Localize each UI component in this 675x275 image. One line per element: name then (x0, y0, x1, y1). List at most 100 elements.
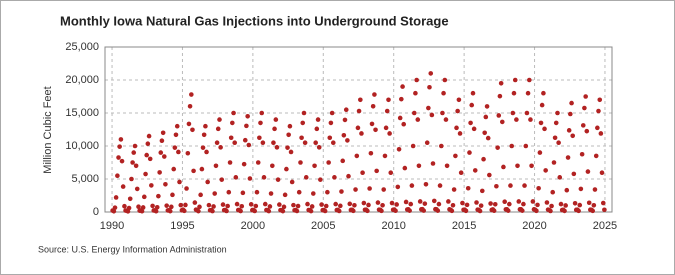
point (323, 203, 329, 209)
point (354, 153, 360, 159)
point (205, 179, 210, 185)
point (211, 204, 216, 209)
point (333, 201, 338, 207)
point (214, 140, 220, 145)
point (592, 187, 598, 192)
point (367, 186, 372, 191)
point (332, 175, 337, 180)
point (240, 190, 246, 196)
point (551, 160, 557, 165)
point (129, 176, 134, 182)
point (282, 192, 288, 198)
point (577, 202, 583, 208)
point (511, 90, 517, 96)
point (241, 161, 247, 167)
point (471, 126, 477, 132)
point (548, 208, 553, 214)
x-tick-label: 2000 (241, 220, 265, 232)
point (184, 186, 189, 191)
point (571, 171, 577, 177)
point (157, 170, 162, 175)
point (444, 163, 450, 169)
point (585, 169, 591, 174)
point (268, 191, 274, 196)
point (568, 111, 573, 117)
point (534, 208, 539, 214)
point (284, 166, 289, 172)
point (299, 135, 304, 141)
point (523, 143, 529, 149)
point (393, 208, 398, 214)
y-tick-label: 0 (93, 206, 99, 218)
point (484, 104, 490, 109)
source-note: Source: U.S. Energy Information Administ… (38, 244, 227, 254)
point (478, 203, 484, 208)
point (569, 100, 574, 106)
point (509, 143, 515, 149)
point (479, 188, 485, 194)
point (122, 203, 127, 209)
point (382, 153, 388, 159)
y-tick-label: 15,000 (65, 107, 99, 119)
point (160, 130, 166, 136)
point (410, 143, 416, 149)
point (584, 128, 590, 134)
point (450, 202, 456, 208)
point (342, 117, 348, 123)
point (242, 137, 248, 143)
x-tick-label: 1995 (170, 220, 194, 232)
point (275, 177, 281, 182)
point (379, 208, 384, 214)
point (191, 168, 196, 174)
point (130, 160, 135, 165)
point (150, 203, 155, 209)
point (170, 192, 175, 198)
point (488, 201, 493, 206)
point (227, 160, 233, 165)
point (449, 208, 455, 214)
point (255, 160, 261, 165)
point (159, 138, 165, 144)
point (395, 184, 401, 190)
point (267, 204, 273, 209)
point (524, 110, 530, 116)
point (530, 199, 536, 204)
point (259, 110, 265, 116)
point (595, 125, 600, 131)
point (491, 208, 497, 214)
point (456, 97, 462, 103)
point (345, 138, 350, 143)
point (134, 186, 140, 192)
point (341, 132, 347, 138)
point (467, 150, 472, 155)
point (465, 185, 471, 191)
point (183, 202, 188, 208)
point (169, 204, 174, 210)
point (230, 120, 235, 126)
point (350, 208, 356, 214)
point (204, 149, 209, 155)
point (522, 183, 527, 188)
point (120, 184, 126, 189)
point (597, 97, 603, 103)
point (131, 150, 137, 155)
point (535, 202, 540, 208)
point (172, 145, 178, 150)
point (514, 117, 519, 122)
point (536, 185, 541, 191)
point (372, 92, 377, 97)
point (200, 145, 206, 150)
point (428, 71, 434, 76)
point (294, 208, 300, 214)
point (492, 201, 498, 207)
point (163, 181, 168, 187)
point (140, 205, 146, 210)
point (312, 163, 317, 169)
point (167, 208, 173, 214)
point (270, 163, 275, 169)
y-tick-label: 20,000 (65, 74, 99, 86)
point (421, 208, 427, 213)
x-tick-label: 1990 (100, 220, 124, 232)
point (388, 170, 394, 176)
point (516, 199, 522, 204)
